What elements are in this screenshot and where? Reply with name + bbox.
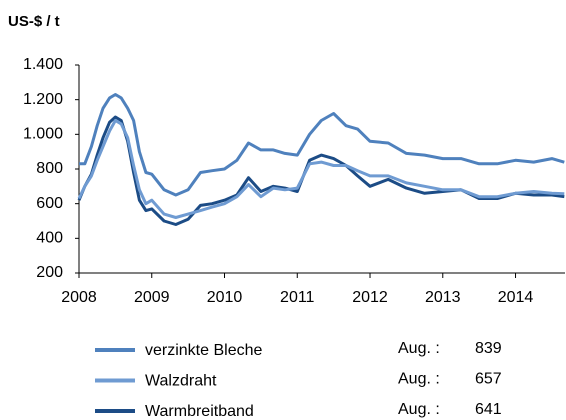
latest-label: Aug. : [398, 401, 440, 418]
x-tick-label: 2012 [352, 289, 388, 306]
y-tick-label: 800 [36, 160, 63, 177]
latest-label: Aug. : [398, 340, 440, 357]
series-line [79, 93, 565, 197]
y-tick-label: 1.000 [23, 126, 63, 143]
y-tick-label: 400 [36, 230, 63, 247]
latest-label: Aug. : [398, 371, 440, 388]
y-tick-label: 1.400 [23, 56, 63, 73]
x-tick-label: 2011 [280, 289, 315, 306]
latest-value: 641 [475, 401, 502, 418]
latest-value: 839 [475, 340, 502, 357]
y-tick-label: 1.200 [23, 91, 63, 108]
legend-label: Warmbreitband [145, 403, 254, 420]
x-tick-label: 2008 [61, 289, 97, 306]
series-line [77, 119, 565, 219]
y-tick-label: 600 [36, 195, 63, 212]
x-tick-label: 2010 [207, 289, 243, 306]
x-tick-label: 2014 [498, 289, 534, 306]
legend-label: verzinkte Bleche [145, 342, 262, 359]
x-tick-label: 2009 [134, 289, 170, 306]
legend-label: Walzdraht [145, 373, 217, 390]
series-line [77, 115, 565, 226]
y-tick-label: 200 [36, 264, 63, 281]
y-axis-label: US-$ / t [8, 13, 60, 30]
latest-value: 657 [475, 371, 502, 388]
x-tick-label: 2013 [425, 289, 461, 306]
